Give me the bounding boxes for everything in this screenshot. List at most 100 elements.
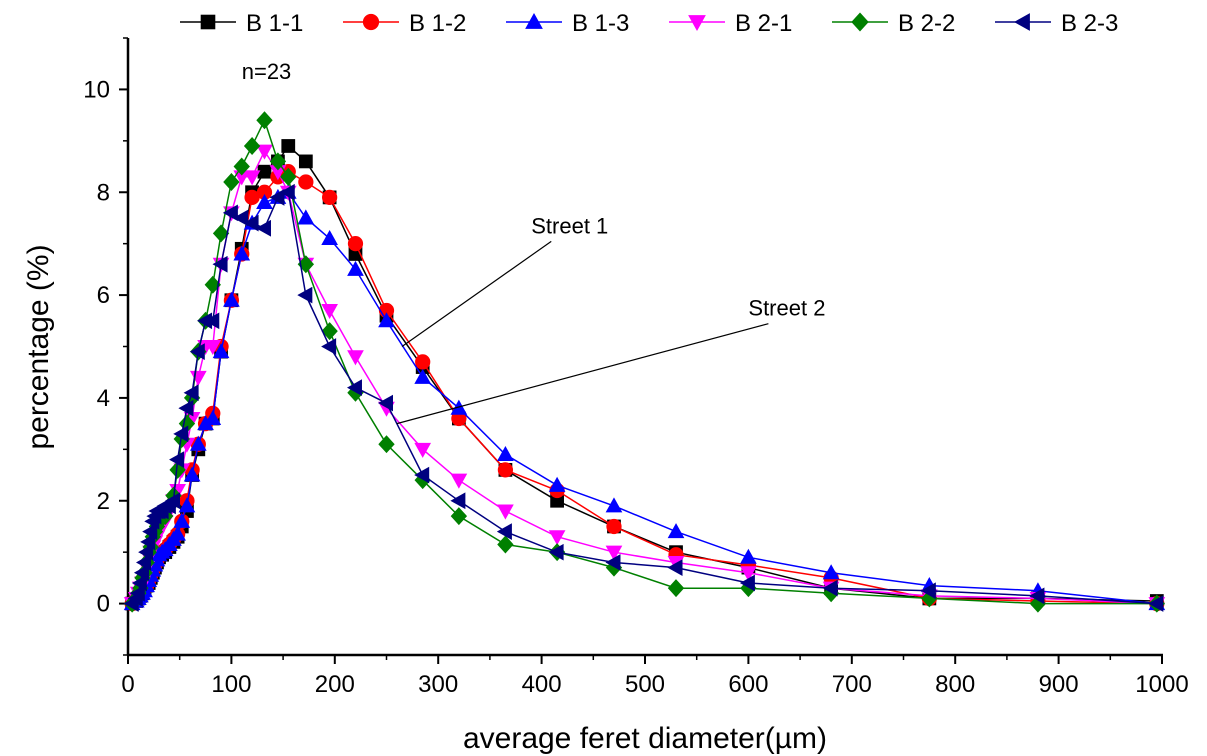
- series-b1-3: [123, 183, 1166, 611]
- legend-label: B 1-3: [572, 10, 629, 37]
- series-b1-2: [124, 164, 1165, 612]
- legend-label: B 2-2: [898, 10, 955, 37]
- x-tick-label: 700: [832, 671, 872, 698]
- data-point: [243, 170, 261, 186]
- series-b2-2: [123, 111, 1166, 613]
- data-point: [548, 543, 564, 561]
- data-point: [133, 564, 149, 582]
- legend-item: B 1-1: [180, 10, 303, 37]
- data-point: [189, 343, 205, 360]
- annotation-text: n=23: [242, 59, 292, 84]
- data-point: [233, 157, 250, 176]
- data-point: [204, 340, 222, 356]
- data-point: [173, 425, 189, 443]
- data-point: [243, 136, 261, 155]
- legend-marker: [200, 14, 216, 30]
- legend-item: B 2-2: [832, 10, 955, 37]
- data-point: [279, 183, 295, 201]
- series-line: [131, 144, 1157, 605]
- data-point: [183, 384, 199, 402]
- data-point: [414, 442, 432, 458]
- data-point: [204, 409, 222, 425]
- data-point: [321, 322, 338, 341]
- data-point: [233, 209, 249, 227]
- legend-label: B 1-2: [409, 10, 466, 37]
- y-tick-label: 0: [97, 591, 110, 618]
- data-point: [212, 255, 228, 273]
- data-point: [256, 144, 273, 160]
- y-ticks: 0 2 4 6 8 10: [83, 37, 128, 656]
- data-point: [605, 545, 623, 561]
- legend-marker: [851, 12, 869, 32]
- y-tick-label: 4: [97, 385, 110, 412]
- data-point: [281, 139, 296, 153]
- annotation-text: Street 2: [748, 296, 825, 321]
- x-axis-title: average feret diameter(µm): [463, 722, 827, 755]
- data-point: [497, 535, 514, 554]
- series-line: [131, 191, 1157, 605]
- data-point: [415, 354, 431, 370]
- data-point: [548, 530, 566, 546]
- data-point: [667, 523, 685, 539]
- x-tick-label: 400: [522, 671, 562, 698]
- data-point: [321, 338, 337, 355]
- legend-item: B 2-1: [669, 10, 792, 37]
- series-b2-3: [123, 183, 1164, 612]
- y-tick-label: 8: [97, 179, 110, 206]
- legend-marker: [362, 13, 380, 31]
- data-point: [822, 579, 838, 597]
- data-point: [222, 204, 238, 222]
- data-point: [297, 209, 315, 225]
- data-point: [377, 394, 393, 412]
- data-point: [298, 154, 313, 169]
- annotation-leader-line: [396, 323, 769, 425]
- legend: B 1-1 B 1-2 B 1-3 B 2-1 B 2-2 B 2-3: [180, 10, 1118, 37]
- data-point: [347, 350, 364, 366]
- y-tick-label: 6: [97, 282, 110, 309]
- data-point: [136, 554, 152, 571]
- y-tick-label: 10: [83, 76, 110, 103]
- x-tick-label: 100: [211, 671, 251, 698]
- legend-label: B 1-1: [246, 10, 303, 37]
- data-point: [667, 559, 683, 576]
- data-point: [605, 554, 621, 571]
- data-point: [257, 164, 272, 179]
- legend-marker: [1013, 13, 1030, 31]
- data-point: [1029, 587, 1045, 605]
- data-point: [212, 343, 230, 359]
- data-point: [740, 566, 757, 582]
- data-point: [298, 174, 314, 190]
- x-tick-label: 500: [625, 671, 665, 698]
- data-point: [450, 473, 468, 489]
- data-point: [269, 189, 285, 206]
- data-point: [605, 497, 623, 513]
- data-point: [173, 512, 191, 528]
- data-point: [606, 518, 622, 535]
- data-point: [740, 548, 757, 564]
- legend-marker: [688, 15, 706, 32]
- x-tick-label: 600: [728, 671, 768, 698]
- data-point: [920, 582, 936, 600]
- data-point: [256, 111, 273, 130]
- data-point: [450, 507, 468, 526]
- data-point: [142, 523, 158, 540]
- data-point: [129, 584, 145, 602]
- series-line: [131, 191, 1157, 605]
- data-point: [497, 462, 514, 478]
- data-point: [178, 399, 194, 417]
- data-point: [212, 224, 230, 243]
- data-point: [204, 312, 220, 330]
- series-layer: [123, 111, 1166, 613]
- legend-item: B 1-2: [343, 10, 466, 37]
- data-point: [223, 291, 240, 307]
- legend-item: B 1-3: [506, 10, 629, 37]
- x-tick-label: 800: [935, 671, 975, 698]
- data-point: [269, 152, 287, 171]
- data-point: [131, 574, 147, 592]
- data-point: [667, 579, 685, 598]
- data-point: [297, 286, 313, 304]
- x-tick-label: 900: [1039, 671, 1079, 698]
- data-point: [378, 435, 395, 454]
- data-point: [321, 304, 338, 320]
